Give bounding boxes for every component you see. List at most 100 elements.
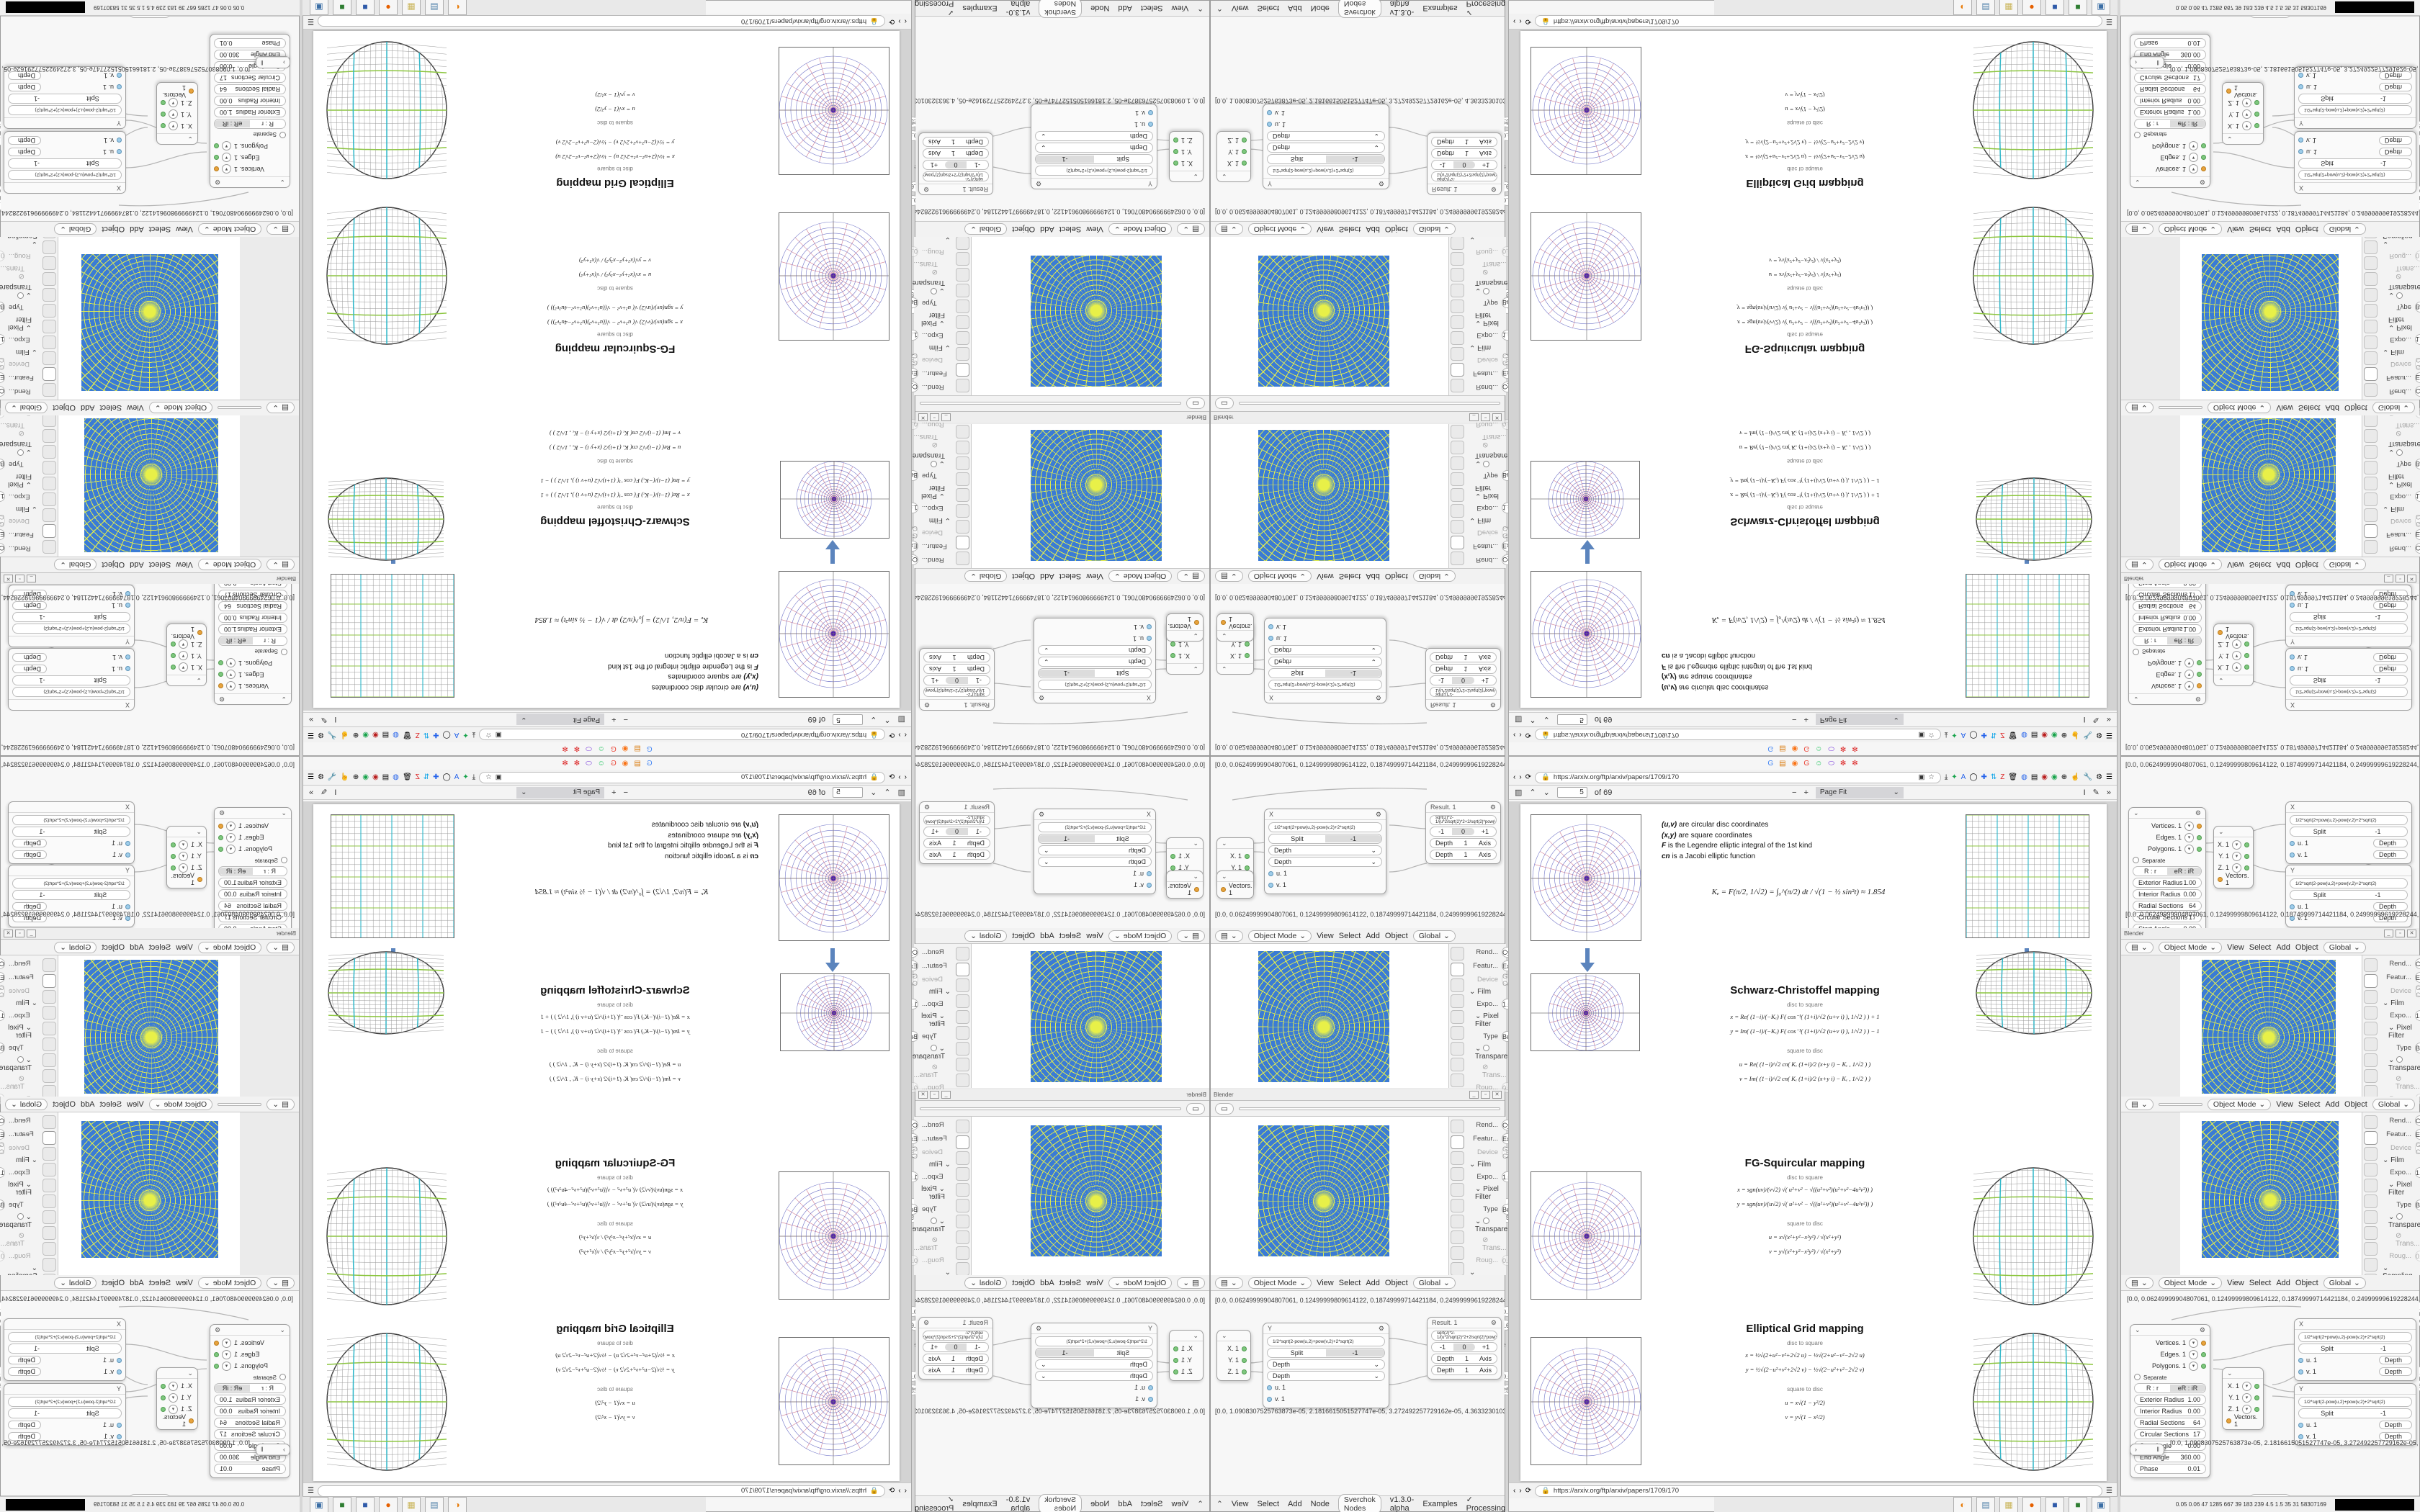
mode-erir[interactable]: eR : iR <box>2170 1385 2205 1392</box>
depth-field[interactable]: Depth <box>8 1421 41 1429</box>
globe2-icon[interactable]: ⊕ <box>2061 773 2068 781</box>
editor-type-icon[interactable]: ▤ ⌄ <box>266 1098 295 1110</box>
transparent-checkbox[interactable] <box>17 449 24 456</box>
properties-panel-4[interactable]: Rend...Cycles⌄ Featur...Exp...⌄ DeviceGP… <box>2362 121 2420 400</box>
sync-icon[interactable]: ⇅ <box>423 731 430 739</box>
socket-blue[interactable] <box>1268 870 1273 876</box>
notes-taskbar-icon[interactable]: ▦ <box>1999 0 2018 16</box>
viewport-header-3[interactable]: ▤ ⌄ Object Mode ⌄ View Select Add Object … <box>2121 557 2419 572</box>
menu-view[interactable]: View <box>1086 931 1103 940</box>
node-vectors-split[interactable]: ⌄ X. 1 ▾ Y. 1 ▾ Z. 1 ▾ Vectors. 1 <box>2213 826 2254 888</box>
node-status-bar[interactable]: ⌃ View Select Add Node Sverchok Nodes v1… <box>915 0 1209 19</box>
viewport-3d-1[interactable] <box>1211 944 1448 1088</box>
editor-type-icon[interactable]: ▤ ⌄ <box>2125 1277 2154 1289</box>
split-button[interactable]: Split <box>1290 1349 1304 1356</box>
render-engine-select[interactable]: Cycles⌄ <box>2415 958 2420 969</box>
editor-type-icon[interactable]: ▤ ⌄ <box>266 402 295 414</box>
modifier-tab[interactable] <box>956 1230 969 1244</box>
chevron-down-icon[interactable]: ⌄ <box>1044 647 1049 654</box>
bookmark-star-icon[interactable]: ☆ <box>1928 731 1935 739</box>
node-vectors-split-b[interactable]: ⌄ X. 1 ▾ Y. 1 ▾ Z. 1 ▾ Vectors. 1 <box>156 1367 198 1430</box>
socket-green[interactable] <box>171 842 176 847</box>
socket-orange[interactable] <box>189 89 194 94</box>
mode-selector[interactable]: Object Mode ⌄ <box>2158 941 2223 953</box>
menu-object[interactable]: Object <box>2344 403 2367 413</box>
ublock-icon[interactable]: ◉ <box>2041 731 2048 739</box>
transparent-checkbox[interactable] <box>1483 288 1490 294</box>
socket-blue[interactable] <box>2298 1357 2303 1363</box>
socket-blue[interactable] <box>117 1434 122 1439</box>
bookmark-smiley-icon[interactable]: ☺ <box>1815 759 1823 768</box>
search-field[interactable] <box>920 402 1182 405</box>
mode-rr[interactable]: R : r <box>2144 637 2156 644</box>
search-field[interactable] <box>218 406 262 410</box>
render-tab[interactable] <box>956 363 969 377</box>
depth-field[interactable]: Depth <box>2379 148 2412 156</box>
transform-orientation[interactable]: Global ⌄ <box>1412 930 1456 942</box>
bookmark-doc-icon[interactable]: ▤ <box>1779 759 1786 768</box>
extension-icon[interactable]: ✦ <box>462 731 469 739</box>
save-taskbar-icon[interactable]: ■ <box>356 0 375 16</box>
scene-tab[interactable] <box>42 477 56 490</box>
socket-blue[interactable] <box>2298 1422 2303 1428</box>
viewport-3d-3[interactable] <box>2180 955 2362 1097</box>
translate-icon[interactable]: A <box>454 773 460 781</box>
output-tab[interactable] <box>1451 1151 1464 1165</box>
back-icon[interactable]: ‹ <box>1513 17 1516 25</box>
separate-checkbox[interactable] <box>281 857 287 863</box>
socket-blue[interactable] <box>1147 870 1152 876</box>
split-plus[interactable]: +1 <box>930 161 938 168</box>
node-editor-bottom-right[interactable]: [0.0, 0.06249999904807061, 0.12499999809… <box>2121 15 2419 221</box>
ublock-icon[interactable]: ◉ <box>372 773 379 781</box>
menu-object[interactable]: Object <box>102 560 125 570</box>
node-vectors-split-b[interactable]: ⌄ X. 1 ▾ Y. 1 ▾ Z. 1 ▾ Vectors. 1 <box>2222 1367 2264 1430</box>
socket-blue[interactable] <box>125 852 130 858</box>
back-icon[interactable]: ‹ <box>1513 731 1516 739</box>
tool-tab[interactable] <box>2364 958 2378 972</box>
output-tab[interactable] <box>42 351 56 365</box>
blender-taskbar-icon[interactable]: ◐ <box>1953 1496 1972 1512</box>
back-icon[interactable]: ‹ <box>1513 1487 1516 1495</box>
node-output-small[interactable]: › ‖ <box>256 1444 290 1456</box>
pocket-icon[interactable]: ☝ <box>2071 731 2080 739</box>
socket-green[interactable] <box>2244 642 2249 647</box>
depth-field[interactable]: Depth <box>2379 1356 2412 1364</box>
draw-icon[interactable]: ✎ <box>321 788 328 797</box>
socket-blue[interactable] <box>117 1422 122 1428</box>
editor-type-icon[interactable]: ▤ ⌄ <box>1215 1277 1243 1289</box>
node-vectors-out[interactable]: ⌄ Vectors. 1 <box>1166 870 1204 899</box>
split-zero[interactable]: 0 <box>1452 828 1474 835</box>
socket-green[interactable] <box>2244 653 2249 659</box>
split-minus[interactable]: -1 <box>975 828 982 835</box>
roughness-field[interactable]: 0.00 <box>2415 251 2420 261</box>
dropdown-icon[interactable]: ▾ <box>222 141 231 151</box>
menu-icon[interactable]: ☰ <box>308 17 314 25</box>
particles-tab[interactable] <box>956 252 969 266</box>
viewlayer-tab[interactable] <box>2364 1163 2378 1176</box>
render-tab[interactable] <box>1451 536 1464 549</box>
socket-green[interactable] <box>218 660 223 666</box>
viewport-header-2[interactable]: ▤ ⌄ Object Mode ⌄ View Select Add Object … <box>915 221 1209 237</box>
node-editor-top-right[interactable]: [0.0, 0.06249999904807061, 0.12499999809… <box>2121 757 2419 928</box>
menu-select[interactable]: Select <box>1338 572 1361 581</box>
tool-tab[interactable] <box>1451 947 1464 960</box>
node-formula-y[interactable]: Y ⚙ 1/2*sqrt(2-pow(u,2)+pow(v,2)+2*sqrt(2… <box>1263 1323 1389 1408</box>
node-formula-x-b[interactable]: X 1/2*sqrt(2+pow(u,2)-pow(v,2)+2*sqrt(2)… <box>4 1318 126 1381</box>
menu-add[interactable]: Add <box>2276 1278 2290 1287</box>
separate-checkbox[interactable] <box>279 132 286 138</box>
bookmark-doc-icon[interactable]: ▤ <box>634 744 641 753</box>
render-tab[interactable] <box>956 536 969 549</box>
split-button[interactable]: Split <box>1116 1349 1130 1356</box>
chevron-down-icon[interactable]: ⌄ <box>1041 1372 1047 1380</box>
gear-icon[interactable]: ⚙ <box>2199 1326 2205 1333</box>
editor-type-icon[interactable]: ▤ ⌄ <box>2125 941 2154 953</box>
dropdown-icon[interactable]: ▾ <box>226 821 236 831</box>
scene-tab[interactable] <box>956 1183 969 1197</box>
menu-add[interactable]: Add <box>2325 403 2340 413</box>
gear-icon[interactable]: ⚙ <box>923 1318 930 1326</box>
split-minus[interactable]: -1 <box>974 1344 981 1351</box>
zoom-in-button[interactable]: + <box>1803 788 1809 797</box>
split-button[interactable]: Split <box>86 1345 99 1352</box>
sidebar-toggle-icon[interactable]: ▥ <box>1515 788 1523 797</box>
grammar-icon[interactable]: ◉ <box>2051 773 2058 781</box>
